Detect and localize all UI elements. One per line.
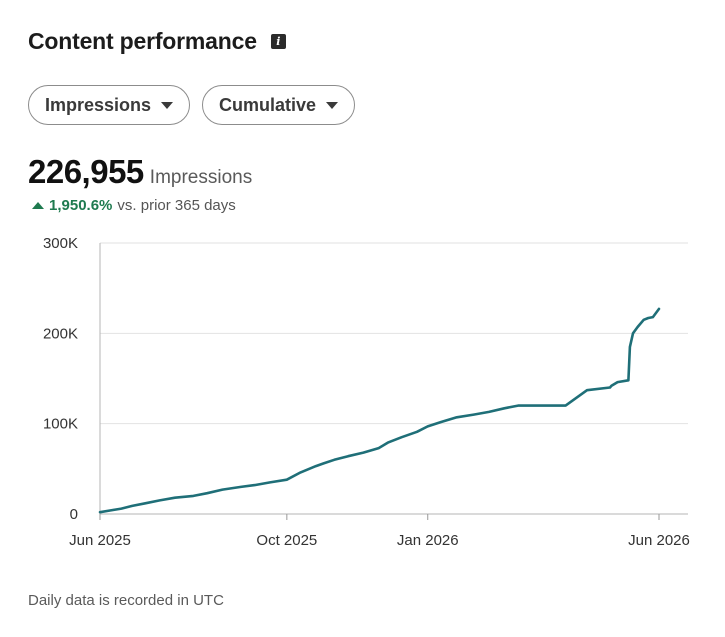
- change-label: vs. prior 365 days: [117, 197, 236, 214]
- filter-bar: Impressions Cumulative: [28, 85, 356, 125]
- metric-change: 1,950.6% vs. prior 365 days: [32, 197, 236, 214]
- x-tick-label: Oct 2025: [256, 532, 317, 549]
- metric-dropdown[interactable]: Impressions: [28, 85, 191, 125]
- x-tick-label: Jun 2025: [69, 532, 131, 549]
- metric-value: 226,955: [28, 153, 144, 190]
- y-tick-label: 100K: [43, 416, 78, 433]
- triangle-up-icon: [32, 202, 44, 209]
- y-tick-label: 0: [70, 506, 78, 523]
- page-title: Content performance: [28, 28, 257, 54]
- footnote: Daily data is recorded in UTC: [28, 592, 224, 609]
- header: Content performance i: [28, 28, 286, 55]
- y-tick-label: 200K: [43, 325, 78, 342]
- series-line-impressions: [98, 307, 661, 514]
- change-value: 1,950.6%: [49, 197, 113, 214]
- y-tick-label: 300K: [43, 235, 78, 252]
- line-chart: 0 100K 200K 300K Jun 2025 Oct 2025 Jan 2026 Jun…: [43, 235, 690, 549]
- x-tick-label: Jun 2026: [628, 532, 690, 549]
- chevron-down-icon: [326, 101, 339, 109]
- mode-dropdown[interactable]: Cumulative: [202, 85, 356, 125]
- metric-dropdown-label: Impressions: [45, 94, 152, 115]
- x-tick-label: Jan 2026: [397, 532, 459, 549]
- chevron-down-icon: [161, 101, 174, 109]
- mode-dropdown-label: Cumulative: [219, 94, 317, 115]
- metric-label: Impressions: [149, 167, 253, 188]
- metric-summary: 226,955 Impressions: [28, 153, 252, 191]
- info-icon[interactable]: i: [270, 34, 286, 49]
